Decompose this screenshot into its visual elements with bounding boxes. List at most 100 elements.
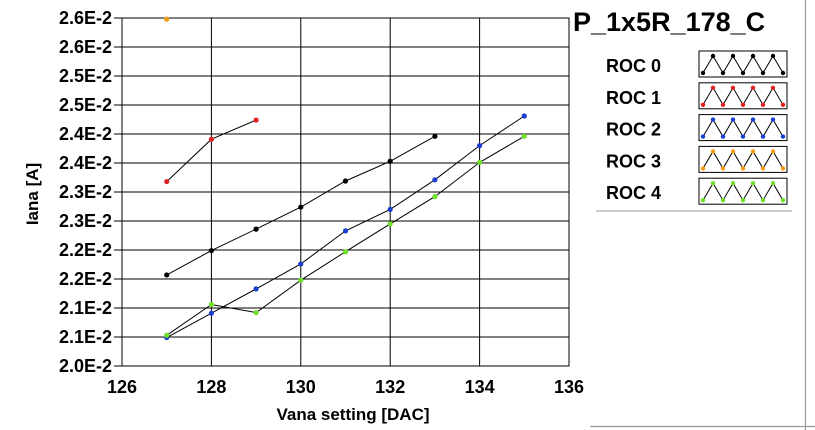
legend-marker-roc-3 [770, 149, 776, 154]
legend-marker-roc-1 [750, 85, 756, 91]
legend-marker-roc-1 [780, 102, 786, 108]
legend-marker-roc-4 [750, 181, 756, 186]
data-point-roc-0 [387, 158, 393, 164]
y-tick-label: 2.2E-2 [59, 240, 112, 260]
y-tick-label: 2.0E-2 [59, 356, 112, 376]
y-tick-label: 2.4E-2 [59, 124, 112, 144]
legend-marker-roc-1 [700, 102, 706, 108]
data-point-roc-4 [521, 133, 527, 139]
legend-marker-roc-2 [770, 117, 776, 122]
legend-marker-roc-4 [770, 181, 776, 186]
legend-marker-roc-4 [730, 181, 736, 186]
legend-marker-roc-2 [700, 134, 706, 139]
data-point-roc-0 [164, 272, 170, 278]
data-point-roc-0 [298, 204, 304, 210]
data-point-roc-2 [477, 143, 483, 149]
legend-label-roc-1: ROC 1 [606, 88, 661, 108]
legend-marker-roc-4 [720, 198, 726, 203]
legend-marker-roc-0 [700, 70, 706, 76]
legend-label-roc-3: ROC 3 [606, 151, 661, 171]
legend-marker-roc-1 [710, 85, 716, 91]
data-point-roc-4 [387, 221, 393, 227]
legend-marker-roc-4 [760, 198, 766, 203]
y-tick-label: 2.1E-2 [59, 298, 112, 318]
legend-marker-roc-1 [760, 102, 766, 108]
legend-label-roc-4: ROC 4 [606, 183, 661, 203]
y-tick-label: 2.3E-2 [59, 182, 112, 202]
legend-marker-roc-3 [710, 149, 716, 154]
data-point-roc-1 [164, 178, 170, 185]
legend-marker-roc-0 [730, 53, 736, 59]
data-point-roc-4 [477, 159, 483, 166]
y-axis-title: Iana [A] [23, 163, 42, 225]
legend-marker-roc-3 [720, 166, 726, 171]
data-point-roc-4 [432, 194, 438, 200]
legend-marker-roc-2 [740, 134, 746, 139]
legend-marker-roc-4 [780, 198, 786, 203]
data-point-roc-2 [521, 113, 527, 119]
legend-marker-roc-1 [720, 102, 726, 108]
data-point-roc-2 [253, 286, 259, 292]
data-point-roc-3 [164, 16, 170, 22]
y-tick-label: 2.4E-2 [59, 153, 112, 173]
data-point-roc-2 [387, 206, 393, 212]
legend-marker-roc-3 [700, 166, 706, 171]
legend-marker-roc-3 [780, 166, 786, 171]
x-tick-label: 132 [375, 377, 405, 397]
legend-marker-roc-4 [710, 181, 716, 186]
y-tick-label: 2.2E-2 [59, 269, 112, 289]
legend-marker-roc-4 [700, 198, 706, 203]
legend-marker-roc-2 [760, 134, 766, 139]
x-tick-label: 128 [196, 377, 226, 397]
legend-marker-roc-3 [740, 166, 746, 171]
legend-marker-roc-0 [770, 53, 776, 59]
data-point-roc-2 [342, 228, 349, 234]
legend-marker-roc-2 [750, 117, 756, 122]
legend-marker-roc-1 [730, 85, 736, 91]
x-tick-label: 136 [554, 377, 584, 397]
y-tick-label: 2.3E-2 [59, 211, 112, 231]
data-point-roc-0 [432, 133, 438, 139]
legend-marker-roc-0 [720, 70, 726, 76]
legend-marker-roc-2 [720, 134, 726, 139]
legend-marker-roc-0 [740, 70, 746, 76]
data-point-roc-0 [208, 247, 214, 254]
legend-label-roc-2: ROC 2 [606, 120, 661, 140]
legend-marker-roc-3 [760, 166, 766, 171]
data-point-roc-1 [208, 136, 214, 142]
y-tick-label: 2.5E-2 [59, 95, 112, 115]
chart-title: P_1x5R_178_C [573, 7, 765, 37]
x-tick-label: 126 [107, 377, 137, 397]
legend: ROC 0 ROC 1 ROC 2 ROC 3 ROC 4 [596, 50, 792, 212]
data-point-roc-4 [342, 249, 349, 255]
legend-marker-roc-0 [760, 70, 766, 76]
data-point-roc-2 [432, 177, 438, 183]
y-tick-label: 2.6E-2 [59, 8, 112, 28]
legend-marker-roc-0 [780, 70, 786, 76]
data-point-roc-4 [298, 277, 304, 283]
data-point-roc-4 [253, 310, 259, 316]
x-axis-title: Vana setting [DAC] [276, 405, 429, 424]
legend-marker-roc-1 [770, 85, 776, 91]
y-tick-label: 2.6E-2 [59, 37, 112, 57]
legend-marker-roc-3 [750, 149, 756, 154]
data-point-roc-0 [253, 226, 259, 232]
plot-area: 126 128 130 132 134 136 2.0E-2 2.1E-2 2.1E-2 2.2E… [59, 8, 584, 397]
x-tick-label: 130 [286, 377, 316, 397]
x-tick-label: 134 [465, 377, 495, 397]
data-point-roc-4 [208, 301, 214, 308]
data-point-roc-1 [253, 117, 259, 123]
legend-label-roc-0: ROC 0 [606, 56, 661, 76]
data-point-roc-0 [342, 178, 349, 184]
y-tick-label: 2.5E-2 [59, 66, 112, 86]
data-point-roc-4 [164, 332, 170, 338]
data-point-roc-2 [208, 310, 214, 316]
y-tick-label: 2.1E-2 [59, 327, 112, 347]
legend-marker-roc-4 [740, 198, 746, 203]
legend-marker-roc-0 [750, 53, 756, 59]
legend-marker-roc-2 [780, 134, 786, 139]
legend-marker-roc-2 [710, 117, 716, 122]
legend-marker-roc-3 [730, 149, 736, 154]
